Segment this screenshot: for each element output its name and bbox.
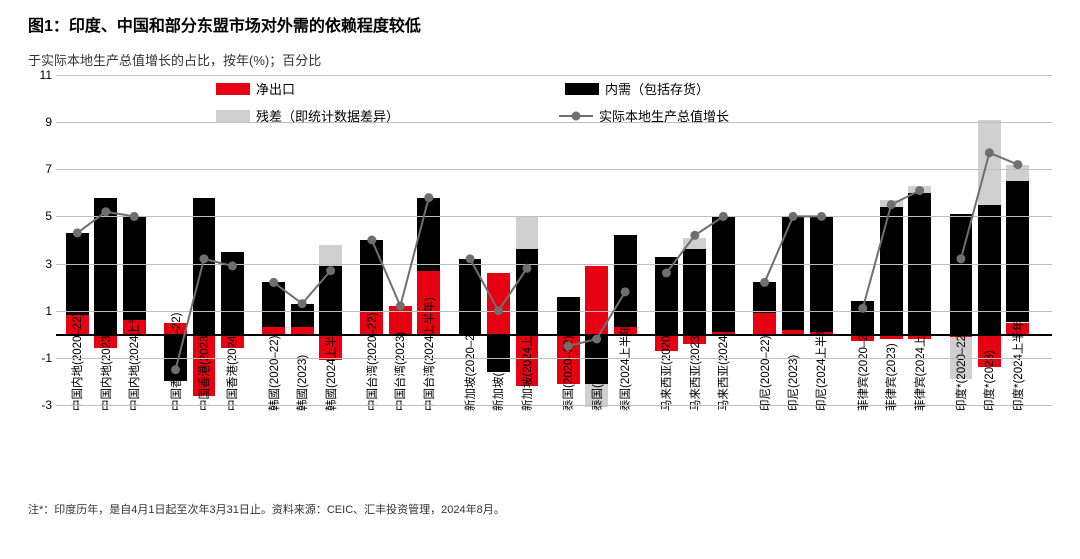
legend-gdp: 实际本地生产总值增长 [559, 106, 729, 125]
legend-line-gdp [559, 110, 593, 122]
gdp-marker [130, 212, 139, 221]
gdp-marker [228, 261, 237, 270]
legend-label-residual: 残差（即统计数据差异） [256, 106, 399, 125]
gdp-marker [171, 365, 180, 374]
gdp-line [372, 198, 429, 306]
legend: 净出口 内需（包括存货） 残差（即统计数据差异） 实际本地生产总值增长 [216, 79, 1012, 125]
footnote: 注*：印度历年，是自4月1日起至次年3月31日止。资料来源：CEIC、汇丰投资管… [28, 501, 1052, 517]
gdp-marker [662, 269, 671, 278]
legend-label-gdp: 实际本地生产总值增长 [599, 106, 729, 125]
figure-subtitle: 于实际本地生产总值增长的占比，按年(%)；百分比 [28, 50, 1052, 69]
gdp-marker [858, 304, 867, 313]
gdp-marker [887, 200, 896, 209]
gdp-line [961, 153, 1018, 259]
gdp-marker [621, 287, 630, 296]
gdp-marker [424, 193, 433, 202]
gdp-marker [101, 207, 110, 216]
gdp-marker [73, 228, 82, 237]
gdp-marker [1013, 160, 1022, 169]
y-tick: 5 [30, 209, 52, 223]
gdp-line [274, 271, 331, 304]
y-tick: 1 [30, 304, 52, 318]
gdp-marker [326, 266, 335, 275]
gdp-marker [592, 335, 601, 344]
legend-swatch-domestic [565, 83, 599, 95]
gdp-marker [915, 186, 924, 195]
y-tick: 11 [30, 68, 52, 82]
y-tick: -1 [30, 351, 52, 365]
gdp-marker [367, 236, 376, 245]
gdp-marker [199, 254, 208, 263]
gdp-marker [817, 212, 826, 221]
gdp-marker [760, 278, 769, 287]
gdp-marker [298, 299, 307, 308]
gdp-line [470, 259, 527, 311]
gdp-marker [789, 212, 798, 221]
gdp-marker [985, 148, 994, 157]
legend-swatch-residual [216, 110, 250, 122]
y-tick: 7 [30, 162, 52, 176]
gdp-line [666, 216, 723, 273]
gdp-marker [269, 278, 278, 287]
gdp-marker [690, 231, 699, 240]
gdp-marker [522, 264, 531, 273]
legend-domestic: 内需（包括存货） [565, 79, 709, 98]
gdp-marker [564, 342, 573, 351]
legend-net-export: 净出口 [216, 79, 295, 98]
gdp-line [765, 216, 822, 282]
gdp-marker [494, 306, 503, 315]
gdp-marker [396, 302, 405, 311]
legend-residual: 残差（即统计数据差异） [216, 106, 399, 125]
y-tick: 3 [30, 257, 52, 271]
gdp-marker [466, 254, 475, 263]
legend-label-domestic: 内需（包括存货） [605, 79, 709, 98]
legend-label-net-export: 净出口 [256, 79, 295, 98]
chart-container: 净出口 内需（包括存货） 残差（即统计数据差异） 实际本地生产总值增长 中国内地… [28, 75, 1052, 495]
gdp-marker [719, 212, 728, 221]
legend-swatch-net-export [216, 83, 250, 95]
figure-title: 图1：印度、中国和部分东盟市场对外需的依赖程度较低 [28, 12, 1052, 36]
gdp-line [176, 259, 233, 370]
y-tick: -3 [30, 398, 52, 412]
gdp-marker [956, 254, 965, 263]
plot-area: 净出口 内需（包括存货） 残差（即统计数据差异） 实际本地生产总值增长 中国内地… [56, 75, 1052, 405]
y-tick: 9 [30, 115, 52, 129]
